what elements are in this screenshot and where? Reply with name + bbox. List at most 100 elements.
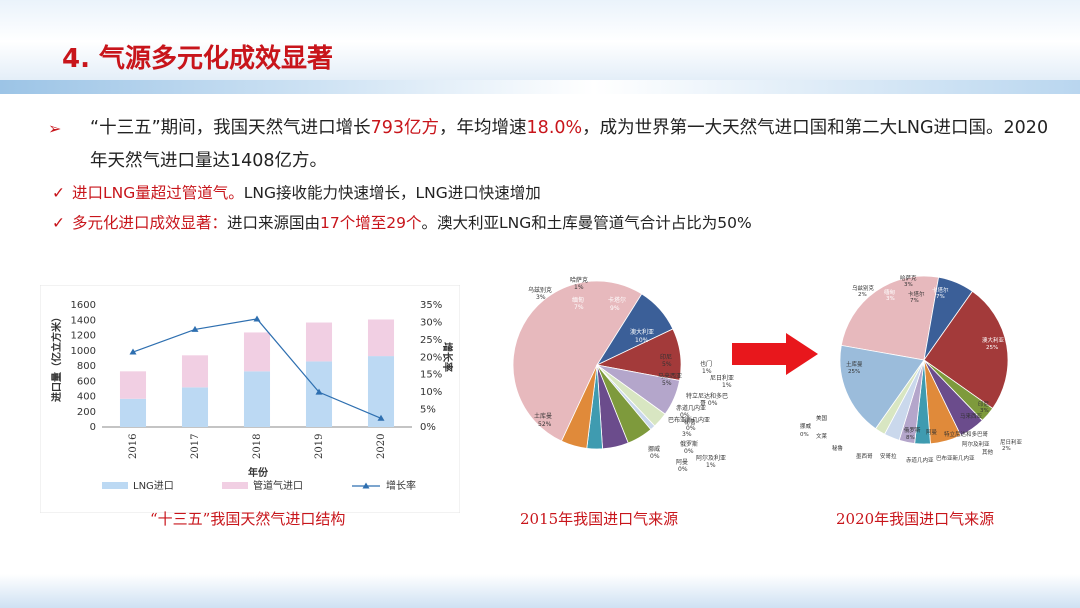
pie-label: 5% [662, 380, 672, 387]
sub-bullet-1: ✓ 进口LNG量超过管道气。LNG接收能力快速增长，LNG进口快速增加 [48, 178, 1058, 208]
highlight-rate: 18.0% [526, 118, 583, 138]
pie-label: 特立尼达和多巴哥 [944, 430, 989, 438]
pie-slice [512, 280, 643, 442]
pie-label: 卡塔尔 [608, 296, 626, 304]
pie-label: 卡塔尔 [932, 286, 949, 294]
pie-label: 缅甸 [572, 296, 584, 304]
growth-rate-point [253, 315, 261, 322]
pie-label: 赤道几内亚 [676, 404, 706, 412]
legend-label-growth: 增长率 [386, 479, 416, 492]
pie-2020: 哈萨克 3% 乌兹别克 2% 缅甸 3% 卡塔尔 7% 卡塔尔 7% 澳大利亚 … [800, 274, 1023, 464]
x-tick-label: 2020 [376, 434, 387, 459]
pie-label: 也门 [700, 360, 712, 368]
header-stripe [0, 80, 1080, 94]
pie-label: 2% [858, 292, 867, 298]
arrow-bullet-icon: ➢ [48, 119, 62, 138]
pie-label: 25% [848, 369, 860, 375]
y2-tick-label: 10% [420, 387, 442, 398]
pie-label: 澳大利亚 [982, 336, 1005, 344]
pie-label: 2% [1002, 446, 1011, 452]
pie-label: 3% [904, 282, 913, 288]
sub-bullet-2: ✓ 多元化进口成效显著：进口来源国由17个增至29个。澳大利亚LNG和土库曼管道… [48, 208, 1058, 238]
pie-slice [560, 364, 598, 449]
pie-label: 哥 0% [700, 400, 718, 407]
pie-label: 哈萨克 [900, 274, 917, 282]
pie-label: 秘鲁 [684, 418, 696, 426]
pie-label: 3% [682, 431, 692, 438]
bar-lng [181, 387, 209, 427]
y-tick-label: 1200 [71, 331, 96, 342]
pie-label: 0% [684, 448, 694, 455]
pie-slice [839, 344, 925, 430]
y-tick-label: 400 [77, 392, 96, 403]
pie-label: 7% [936, 294, 945, 300]
bar-pipeline [305, 322, 333, 362]
pie-label: 7% [574, 304, 584, 311]
legend-swatch-pipeline [222, 482, 248, 489]
x-tick-label: 2019 [314, 434, 325, 459]
pie-label: 巴布亚新几内亚 [936, 454, 975, 462]
pie-label: 尼日利亚 [710, 374, 734, 382]
pie-label: 赤道几内亚 [906, 456, 934, 464]
y-tick-label: 1000 [71, 346, 96, 357]
pie-label: 7% [910, 298, 919, 304]
y2-tick-label: 0% [420, 422, 436, 433]
x-tick-label: 2017 [190, 434, 201, 459]
footer-bar [0, 574, 1080, 608]
main-bullet: ➢ “十三五”期间，我国天然气进口增长793亿方，年均增速18.0%，成为世界第… [48, 112, 1058, 178]
pie-label: 25% [986, 345, 998, 351]
pie-label: 马来西亚 [658, 372, 682, 380]
pie-label: 特立尼达和多巴 [686, 392, 728, 400]
bar-pipeline [119, 371, 147, 399]
pie-label: 挪威 [800, 422, 812, 430]
pie-label: 阿曼 [926, 428, 938, 436]
bar-pipeline [367, 319, 395, 357]
y2-tick-label: 15% [420, 370, 442, 381]
pie-label: 卡塔尔 [908, 290, 925, 298]
pie-label: 9% [610, 305, 620, 312]
growth-rate-point [129, 348, 137, 355]
bar-lng [119, 398, 147, 427]
y2-tick-label: 35% [420, 300, 442, 311]
pie-label: 0% [800, 432, 809, 438]
pie-label: 秘鲁 [832, 444, 844, 452]
pie-label: 3% [980, 408, 989, 414]
pie-label: 俄罗斯 [904, 426, 921, 434]
pie-label: 8% [906, 435, 915, 441]
pie-label: 土库曼 [846, 360, 863, 368]
caption-import-structure: “十三五”我国天然气进口结构 [150, 510, 346, 528]
slide-title: 4. 气源多元化成效显著 [62, 44, 334, 74]
pie-label: 缅甸 [884, 288, 896, 296]
check-icon: ✓ [52, 214, 65, 232]
pie-label: 阿尔及利亚 [962, 440, 990, 448]
pie-label: 0% [650, 453, 660, 460]
x-axis-label: 年份 [248, 466, 269, 479]
pie-label: 1% [574, 284, 584, 291]
pie-label: 马来西亚 [960, 412, 983, 420]
pie-slice [923, 290, 1009, 409]
bullet-list: ➢ “十三五”期间，我国天然气进口增长793亿方，年均增速18.0%，成为世界第… [48, 112, 1058, 238]
legend-swatch-lng [102, 482, 128, 489]
pie-label: 3% [886, 296, 895, 302]
pie-slice [840, 275, 940, 361]
pie-label: 1% [702, 368, 712, 375]
pie-label: 52% [538, 421, 552, 428]
pie-label: 0% [686, 425, 696, 432]
y-tick-label: 1400 [71, 315, 96, 326]
growth-rate-point [191, 325, 199, 332]
pie-label: 印尼 [660, 354, 672, 361]
pie-label: 俄罗斯 [680, 440, 698, 448]
x-tick-label: 2018 [252, 434, 263, 459]
red-arrow-icon [732, 333, 818, 375]
legend-label-pipeline: 管道气进口 [253, 479, 303, 492]
y2-tick-label: 25% [420, 335, 442, 346]
pie-label: 巴布亚新几内亚 [668, 416, 710, 424]
legend-label-lng: LNG进口 [133, 480, 174, 492]
growth-rate-point [377, 414, 385, 421]
check-icon: ✓ [52, 184, 65, 202]
header-bar [0, 0, 1080, 92]
pie-label: 挪威 [648, 445, 660, 453]
pie-label: 哈萨克 [570, 276, 588, 284]
pie-2015: 哈萨克 1% 乌兹别克 3% 缅甸 7% 卡塔尔 9% 澳大利亚 10% 印尼 … [512, 276, 734, 473]
pie-label: 10% [635, 337, 649, 344]
